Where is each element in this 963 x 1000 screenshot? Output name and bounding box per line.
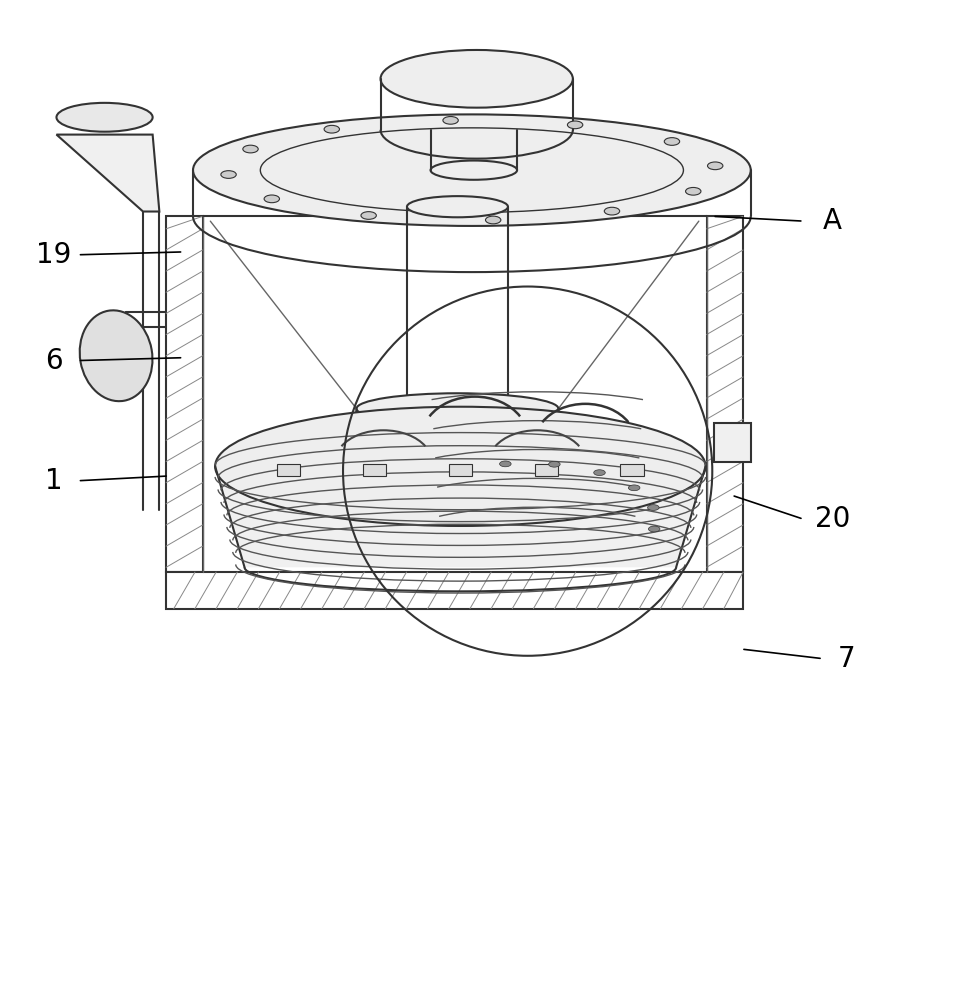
Text: 20: 20: [815, 505, 850, 533]
Bar: [707, 216, 743, 572]
Ellipse shape: [686, 187, 701, 195]
Ellipse shape: [57, 103, 152, 132]
Ellipse shape: [500, 461, 511, 467]
Ellipse shape: [193, 114, 751, 226]
Text: 1: 1: [44, 467, 63, 495]
Polygon shape: [215, 466, 706, 567]
Ellipse shape: [356, 393, 559, 424]
Bar: [277, 464, 300, 476]
Text: A: A: [823, 207, 842, 235]
Ellipse shape: [567, 121, 583, 129]
Ellipse shape: [629, 485, 640, 491]
Polygon shape: [351, 409, 563, 471]
Bar: [449, 464, 472, 476]
Ellipse shape: [243, 145, 258, 153]
Ellipse shape: [430, 161, 517, 180]
Bar: [620, 464, 643, 476]
Ellipse shape: [407, 196, 508, 217]
Ellipse shape: [443, 117, 458, 124]
Ellipse shape: [361, 212, 377, 219]
Ellipse shape: [594, 470, 606, 476]
Bar: [363, 464, 386, 476]
Ellipse shape: [264, 195, 279, 203]
Ellipse shape: [380, 50, 573, 108]
Text: 7: 7: [838, 645, 856, 673]
Ellipse shape: [325, 125, 340, 133]
Ellipse shape: [80, 310, 152, 401]
Bar: [166, 216, 202, 572]
Polygon shape: [57, 135, 159, 212]
Bar: [166, 572, 743, 609]
Ellipse shape: [485, 216, 501, 224]
Text: 6: 6: [44, 347, 63, 375]
Ellipse shape: [648, 526, 660, 532]
Text: 19: 19: [36, 241, 71, 269]
Bar: [715, 423, 751, 462]
Ellipse shape: [215, 407, 706, 526]
Bar: [534, 464, 558, 476]
Ellipse shape: [708, 162, 723, 170]
Ellipse shape: [605, 207, 619, 215]
Ellipse shape: [549, 461, 560, 467]
Ellipse shape: [647, 505, 659, 510]
Ellipse shape: [221, 171, 236, 178]
Ellipse shape: [664, 138, 680, 145]
